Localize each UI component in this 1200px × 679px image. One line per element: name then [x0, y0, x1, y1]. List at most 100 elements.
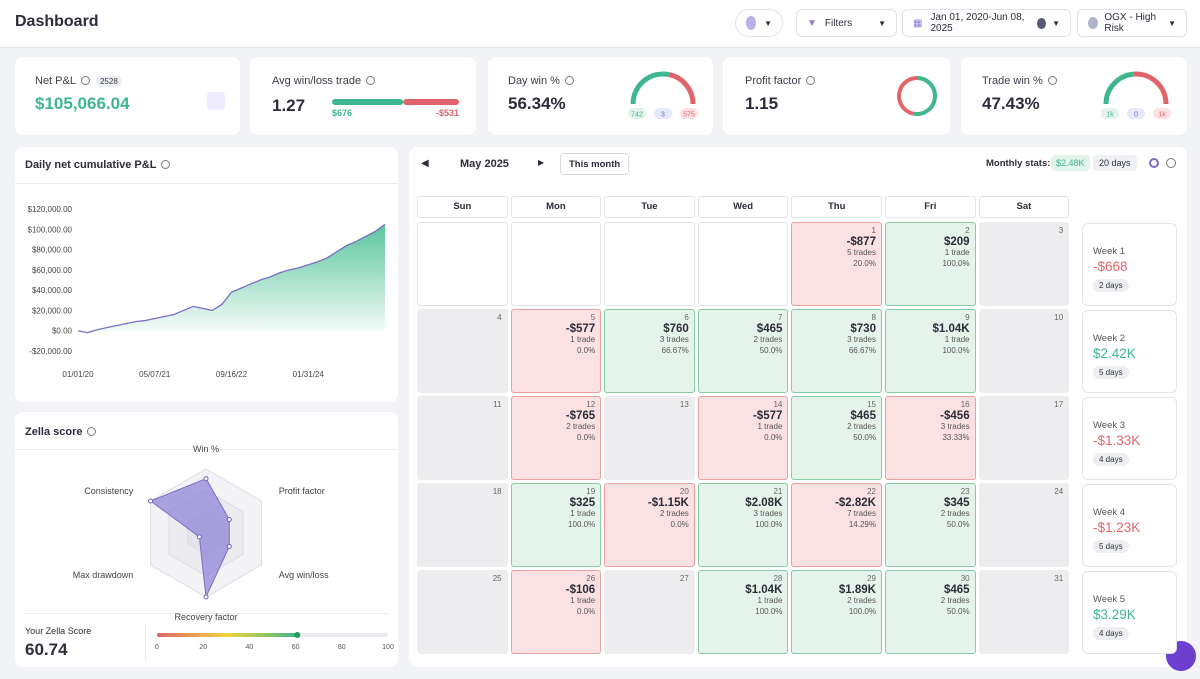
day-pnl: $1.04K — [932, 323, 970, 335]
week-summary: Week 4 -$1.23K 5 days — [1082, 484, 1177, 567]
stats-pnl: $2.48K — [1051, 155, 1090, 171]
date-range-label: Jan 01, 2020-Jun 08, 2025 — [930, 12, 1025, 34]
weekday-header: Sun — [417, 196, 508, 218]
kpi-card: Day win % 56.34% — [488, 57, 713, 135]
week-pnl: -$668 — [1093, 259, 1128, 274]
week-pnl: $2.42K — [1093, 346, 1136, 361]
day-number: 9 — [965, 313, 970, 322]
day-trades: 1 trade — [757, 596, 783, 605]
day-pnl: -$1.15K — [647, 497, 689, 509]
calendar-day: 8 $730 3 trades 66.67% — [791, 309, 882, 393]
prev-month[interactable]: ◀ — [421, 158, 429, 169]
week-days: 4 days — [1093, 453, 1129, 466]
day-win-rate: 100.0% — [942, 346, 970, 355]
day-number: 30 — [960, 574, 970, 583]
month-label: May 2025 — [460, 158, 509, 170]
day-number: 17 — [1054, 400, 1064, 409]
filters-label: Filters — [824, 17, 853, 29]
week-label: Week 1 — [1093, 246, 1126, 257]
calendar-day: 24 — [978, 483, 1070, 567]
kpi-value: 56.34% — [508, 94, 566, 113]
kpi-value: 1.27 — [272, 96, 306, 115]
week-summary: Week 1 -$668 2 days — [1082, 223, 1177, 306]
day-win-rate: 100.0% — [942, 259, 970, 268]
day-number: 18 — [492, 487, 502, 496]
kpi-label: Profit factor — [745, 75, 802, 87]
kpi-value: 47.43% — [982, 94, 1040, 113]
score-label: Your Zella Score — [25, 626, 92, 636]
weekday-header: Tue — [604, 196, 695, 218]
kpi-label: Net P&L — [35, 75, 76, 87]
day-win-rate: 100.0% — [568, 520, 596, 529]
day-trades: 2 trades — [940, 596, 970, 605]
day-number: 16 — [960, 400, 970, 409]
settings-icon[interactable] — [1149, 158, 1159, 168]
day-number: 12 — [586, 400, 596, 409]
calendar-day: 26 -$106 1 trade 0.0% — [510, 570, 602, 654]
day-trades: 3 trades — [753, 509, 783, 518]
day-number: 5 — [590, 313, 596, 322]
week-pnl: $3.29K — [1093, 607, 1136, 622]
calendar-day: 15 $465 2 trades 50.0% — [791, 396, 882, 480]
day-number: 28 — [773, 574, 783, 583]
day-trades: 1 trade — [570, 596, 596, 605]
day-trades: 2 trades — [753, 335, 783, 344]
account-select[interactable]: OGX - High Risk ▼ — [1077, 9, 1187, 37]
filters-button[interactable]: ▼ Filters ▼ — [796, 9, 897, 37]
day-trades: 2 trades — [659, 509, 689, 518]
page-title: Dashboard — [15, 13, 99, 30]
day-number: 29 — [867, 574, 876, 583]
next-month[interactable]: ▶ — [538, 158, 545, 167]
day-number: 7 — [777, 313, 783, 322]
day-pnl: $1.89K — [838, 584, 876, 596]
day-win-rate: 100.0% — [848, 607, 876, 616]
chart-title: Daily net cumulative P&L — [25, 159, 157, 171]
this-month-button[interactable]: This month — [560, 153, 630, 175]
day-pnl: $345 — [944, 497, 970, 509]
day-trades: 3 trades — [940, 422, 970, 431]
calendar-day: 13 — [604, 396, 695, 480]
calendar-day: 18 — [417, 483, 508, 567]
kpi-label: Avg win/loss trade — [272, 75, 362, 87]
day-number: 22 — [867, 487, 876, 496]
currency-select[interactable]: ▼ — [735, 9, 783, 37]
day-trades: 3 trades — [659, 335, 689, 344]
zella-card: Zella score Your Zella Score 60.74 — [15, 412, 398, 667]
kpi-badge: 2528 — [95, 76, 122, 87]
calendar-day: 14 -$577 1 trade 0.0% — [697, 396, 789, 480]
day-pnl: -$2.82K — [835, 497, 876, 509]
kpi-card: Profit factor 1.15 — [723, 57, 950, 135]
day-pnl: $730 — [850, 323, 876, 335]
info-icon[interactable] — [1166, 158, 1176, 168]
calendar-day: 1 -$877 5 trades 20.0% — [791, 222, 882, 306]
kpi-value: $105,066.04 — [35, 94, 130, 113]
day-number: 2 — [965, 226, 970, 235]
weekday-header: Mon — [510, 196, 602, 218]
day-trades: 2 trades — [566, 422, 596, 431]
stats-days: 20 days — [1093, 155, 1137, 171]
calendar-day: 9 $1.04K 1 trade 100.0% — [885, 309, 976, 393]
day-pnl: -$577 — [565, 323, 596, 335]
week-days: 4 days — [1093, 627, 1129, 640]
calendar-day: 17 — [978, 396, 1070, 480]
day-trades: 1 trade — [570, 509, 596, 518]
week-summary: Week 3 -$1.33K 4 days — [1082, 397, 1177, 480]
day-number: 23 — [960, 487, 970, 496]
day-number: 19 — [586, 487, 596, 496]
day-number: 27 — [679, 574, 689, 583]
kpi-value: 1.15 — [745, 94, 779, 113]
kpi-label: Day win % — [508, 75, 560, 87]
date-range[interactable]: ▦ Jan 01, 2020-Jun 08, 2025 ▼ — [902, 9, 1071, 37]
calendar-day: 16 -$456 3 trades 33.33% — [885, 396, 976, 480]
day-number: 24 — [1054, 487, 1064, 496]
day-win-rate: 0.0% — [576, 433, 596, 442]
day-trades: 1 trade — [944, 335, 970, 344]
day-win-rate: 50.0% — [853, 433, 876, 442]
icon[interactable] — [207, 92, 225, 110]
win-label: $676 — [332, 108, 353, 118]
calendar-day: 4 — [417, 309, 508, 393]
chart-card: Daily net cumulative P&L — [15, 147, 398, 402]
day-trades: 5 trades — [847, 248, 876, 257]
day-number: 3 — [1058, 226, 1064, 235]
